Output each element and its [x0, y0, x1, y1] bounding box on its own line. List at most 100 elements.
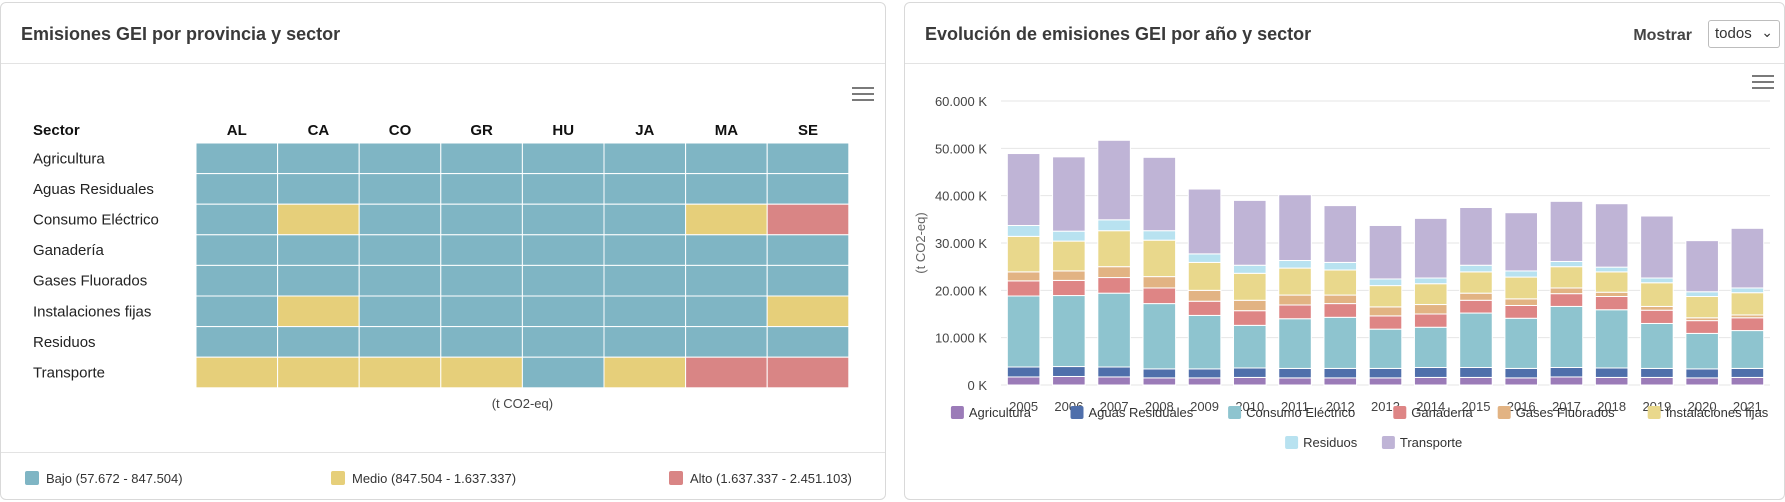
bar-segment-ganaderia[interactable]	[1730, 317, 1765, 332]
legend-item-alto[interactable]: Alto (1.637.337 - 2.451.103)	[669, 471, 852, 486]
bar-segment-ganaderia[interactable]	[1685, 320, 1719, 334]
heatmap-cell[interactable]	[766, 203, 850, 236]
bar-segment-agricultura[interactable]	[1413, 376, 1448, 386]
heatmap-cell[interactable]	[603, 142, 687, 175]
bar-segment-transporte[interactable]	[1640, 215, 1674, 279]
legend-label-instalaciones-fijas[interactable]: Instalaciones fijas	[1666, 405, 1769, 420]
heatmap-cell[interactable]	[603, 203, 687, 236]
bar-segment-residuos[interactable]	[1097, 219, 1131, 232]
bar-segment-residuos[interactable]	[1685, 291, 1719, 297]
bar-segment-residuos[interactable]	[1187, 253, 1222, 263]
heatmap-cell[interactable]	[277, 295, 360, 328]
bar-segment-instalaciones-fijas[interactable]	[1187, 261, 1222, 291]
bar-segment-consumo-electrico[interactable]	[1368, 328, 1403, 369]
bar-segment-ganaderia[interactable]	[1323, 303, 1358, 318]
heatmap-cell[interactable]	[195, 295, 279, 328]
bar-segment-residuos[interactable]	[1730, 287, 1765, 294]
bar-segment-instalaciones-fijas[interactable]	[1459, 271, 1493, 294]
bar-segment-ganaderia[interactable]	[1142, 287, 1177, 305]
heatmap-cell[interactable]	[521, 295, 605, 328]
bar-segment-consumo-electrico[interactable]	[1640, 322, 1674, 369]
bar-segment-residuos[interactable]	[1006, 224, 1041, 237]
bar-segment-instalaciones-fijas[interactable]	[1368, 285, 1403, 308]
heatmap-cell[interactable]	[440, 326, 523, 358]
heatmap-cell[interactable]	[685, 264, 768, 297]
bar-segment-transporte[interactable]	[1730, 227, 1765, 289]
heatmap-cell[interactable]	[277, 264, 360, 297]
bar-segment-ganaderia[interactable]	[1187, 300, 1222, 316]
bar-segment-instalaciones-fijas[interactable]	[1233, 272, 1267, 301]
bar-segment-consumo-electrico[interactable]	[1549, 305, 1584, 368]
bar-segment-ganaderia[interactable]	[1052, 279, 1086, 297]
bar-segment-residuos[interactable]	[1504, 270, 1538, 278]
bar-segment-aguas-residuales[interactable]	[1640, 367, 1674, 378]
heatmap-cell[interactable]	[766, 234, 850, 266]
heatmap-cell[interactable]	[440, 295, 523, 328]
heatmap-cell[interactable]	[766, 142, 850, 175]
heatmap-cell[interactable]	[521, 326, 605, 358]
bar-segment-residuos[interactable]	[1640, 277, 1674, 284]
heatmap-cell[interactable]	[440, 234, 523, 266]
bar-segment-agricultura[interactable]	[1142, 377, 1177, 386]
bar-segment-consumo-electrico[interactable]	[1233, 324, 1267, 369]
heatmap-cell[interactable]	[766, 173, 850, 205]
bar-segment-consumo-electrico[interactable]	[1097, 292, 1131, 368]
legend-label-agricultura[interactable]: Agricultura	[969, 405, 1032, 420]
bar-segment-aguas-residuales[interactable]	[1097, 366, 1131, 378]
bar-segment-transporte[interactable]	[1368, 224, 1403, 280]
heatmap-cell[interactable]	[195, 356, 279, 389]
bar-segment-instalaciones-fijas[interactable]	[1640, 282, 1674, 307]
legend-item-medio[interactable]: Medio (847.504 - 1.637.337)	[331, 471, 516, 486]
bar-segment-transporte[interactable]	[1278, 194, 1312, 262]
bar-segment-aguas-residuales[interactable]	[1323, 367, 1358, 379]
bar-segment-transporte[interactable]	[1413, 217, 1448, 279]
bar-segment-consumo-electrico[interactable]	[1504, 317, 1538, 369]
bar-segment-gases-fluorados[interactable]	[1368, 306, 1403, 317]
bar-segment-transporte[interactable]	[1006, 153, 1041, 226]
heatmap-cell[interactable]	[603, 326, 687, 358]
heatmap-cell[interactable]	[766, 326, 850, 358]
heatmap-cell[interactable]	[195, 234, 279, 266]
heatmap-cell[interactable]	[358, 295, 442, 328]
heatmap-cell[interactable]	[521, 142, 605, 175]
bar-segment-consumo-electrico[interactable]	[1459, 312, 1493, 368]
bar-segment-ganaderia[interactable]	[1368, 315, 1403, 330]
heatmap-cell[interactable]	[521, 234, 605, 266]
bar-segment-aguas-residuales[interactable]	[1730, 367, 1765, 378]
bar-segment-instalaciones-fijas[interactable]	[1052, 240, 1086, 272]
bar-segment-residuos[interactable]	[1278, 260, 1312, 269]
bar-segment-aguas-residuales[interactable]	[1549, 366, 1584, 378]
heatmap-cell[interactable]	[358, 203, 442, 236]
bar-segment-aguas-residuales[interactable]	[1187, 368, 1222, 379]
heatmap-cell[interactable]	[277, 234, 360, 266]
heatmap-cell[interactable]	[766, 264, 850, 297]
legend-label-ganaderia[interactable]: Ganadería	[1411, 405, 1473, 420]
heatmap-cell[interactable]	[277, 173, 360, 205]
heatmap-menu-icon[interactable]	[852, 87, 874, 103]
bar-segment-consumo-electrico[interactable]	[1685, 332, 1719, 370]
heatmap-cell[interactable]	[358, 173, 442, 205]
show-select[interactable]: todos ⌄	[1708, 20, 1780, 48]
bar-segment-instalaciones-fijas[interactable]	[1413, 283, 1448, 306]
bar-segment-aguas-residuales[interactable]	[1685, 368, 1719, 379]
legend-label-consumo-electrico[interactable]: Consumo Eléctrico	[1246, 405, 1355, 420]
bar-segment-gases-fluorados[interactable]	[1097, 266, 1131, 279]
bar-segment-ganaderia[interactable]	[1278, 304, 1312, 320]
bar-segment-aguas-residuales[interactable]	[1413, 366, 1448, 378]
bar-segment-consumo-electrico[interactable]	[1006, 295, 1041, 368]
bar-segment-consumo-electrico[interactable]	[1413, 326, 1448, 368]
legend-label-gases-fluorados[interactable]: Gases Fluorados	[1516, 405, 1615, 420]
heatmap-cell[interactable]	[766, 356, 850, 389]
heatmap-cell[interactable]	[277, 356, 360, 389]
heatmap-cell[interactable]	[195, 203, 279, 236]
bar-segment-gases-fluorados[interactable]	[1052, 270, 1086, 281]
bar-segment-gases-fluorados[interactable]	[1459, 292, 1493, 301]
bar-segment-aguas-residuales[interactable]	[1233, 367, 1267, 378]
bar-segment-gases-fluorados[interactable]	[1006, 271, 1041, 282]
bar-segment-gases-fluorados[interactable]	[1278, 294, 1312, 306]
bar-segment-instalaciones-fijas[interactable]	[1730, 292, 1765, 316]
heatmap-cell[interactable]	[440, 264, 523, 297]
heatmap-cell[interactable]	[195, 326, 279, 358]
heatmap-cell[interactable]	[440, 173, 523, 205]
bar-segment-agricultura[interactable]	[1368, 377, 1403, 386]
